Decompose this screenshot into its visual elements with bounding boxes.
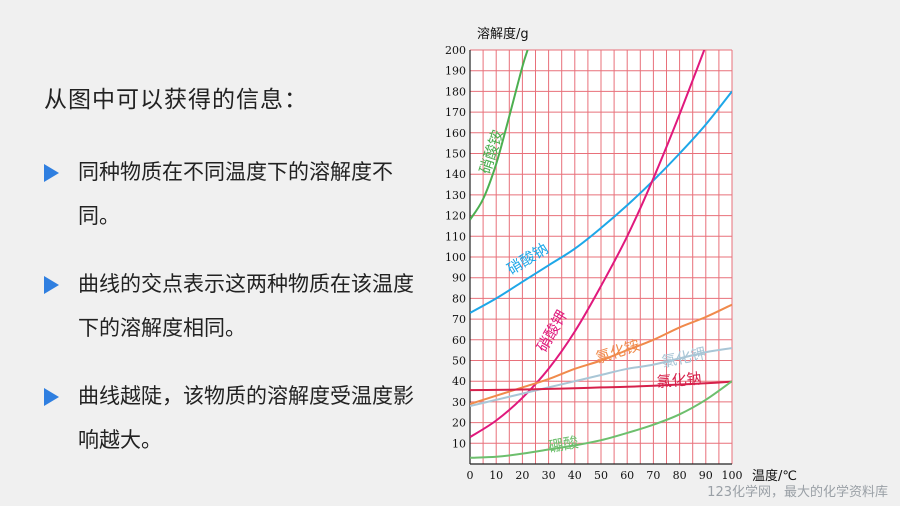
series-label-7: 硼酸	[547, 433, 580, 456]
y-tick-label: 60	[452, 334, 466, 347]
y-tick-label: 90	[452, 272, 466, 285]
x-tick-label: 20	[515, 469, 529, 482]
x-tick-label: 100	[722, 469, 743, 482]
y-tick-label: 150	[445, 148, 466, 161]
bullet-list: 同种物质在不同温度下的溶解度不同。 曲线的交点表示这两种物质在该温度下的溶解度相…	[44, 150, 414, 462]
x-tick-label: 50	[594, 469, 608, 482]
series-line-1	[470, 50, 529, 221]
x-tick-label: 30	[542, 469, 556, 482]
y-tick-label: 130	[445, 189, 466, 202]
series-line-5	[470, 347, 732, 407]
y-tick-label: 200	[445, 44, 466, 57]
x-tick-label: 40	[568, 469, 582, 482]
bullet-item-1: 同种物质在不同温度下的溶解度不同。	[44, 150, 414, 238]
series-line-2	[470, 90, 732, 314]
y-tick-label: 100	[445, 251, 466, 264]
x-tick-label: 70	[646, 469, 660, 482]
y-tick-label: 80	[452, 292, 466, 305]
bullet-triangle-icon	[44, 164, 59, 182]
y-tick-label: 40	[452, 375, 466, 388]
series-line-7	[470, 380, 732, 459]
y-axis-title: 溶解度/g	[477, 26, 529, 42]
x-tick-label: 0	[467, 469, 474, 482]
y-tick-label: 120	[445, 210, 466, 223]
x-tick-label: 60	[620, 469, 634, 482]
bullet-item-2: 曲线的交点表示这两种物质在该温度下的溶解度相同。	[44, 262, 414, 350]
y-tick-label: 10	[452, 437, 466, 450]
y-tick-label: 30	[452, 396, 466, 409]
y-tick-label: 110	[445, 230, 466, 243]
x-tick-label: 90	[699, 469, 713, 482]
chart-grid	[469, 49, 733, 465]
y-tick-label: 20	[452, 417, 466, 430]
bullet-triangle-icon	[44, 276, 59, 294]
y-tick-label: 50	[452, 355, 466, 368]
y-tick-label: 160	[445, 127, 466, 140]
y-tick-label: 180	[445, 85, 466, 98]
x-axis-title: 温度/℃	[752, 468, 797, 484]
bullet-item-3: 曲线越陡，该物质的溶解度受温度影响越大。	[44, 374, 414, 462]
slide-heading: 从图中可以获得的信息：	[44, 87, 308, 113]
y-tick-label: 190	[445, 65, 466, 78]
bullet-text-3: 曲线越陡，该物质的溶解度受温度影响越大。	[78, 384, 414, 452]
x-tick-label: 10	[489, 469, 503, 482]
y-tick-label: 70	[452, 313, 466, 326]
series-lines	[470, 50, 732, 459]
y-tick-label: 170	[445, 106, 466, 119]
watermark: 123化学网，最大的化学资料库	[707, 485, 888, 500]
axis-ticks: 1020304050607080901001101201301401501601…	[445, 44, 743, 482]
y-tick-label: 140	[445, 168, 466, 181]
bullet-triangle-icon	[44, 388, 59, 406]
series-label-6: 氯化钠	[656, 369, 702, 391]
bullet-text-1: 同种物质在不同温度下的溶解度不同。	[78, 160, 393, 228]
x-tick-label: 80	[673, 469, 687, 482]
series-line-3	[470, 50, 706, 438]
bullet-text-2: 曲线的交点表示这两种物质在该温度下的溶解度相同。	[78, 272, 414, 340]
series-line-6	[470, 380, 732, 392]
